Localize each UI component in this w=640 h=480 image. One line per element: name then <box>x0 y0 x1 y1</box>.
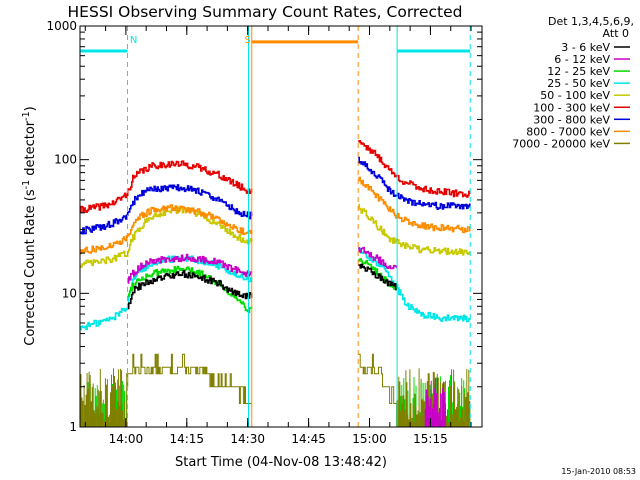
x-tick-label-14-15: 14:15 <box>169 432 204 446</box>
y-label-part-main: Corrected Count Rate (s <box>23 189 38 346</box>
y-tick-label-100: 100 <box>54 153 77 167</box>
series-line-300-800-kev <box>80 156 471 235</box>
y-tick-label-1: 1 <box>69 420 77 434</box>
legend-title: Det 1,3,4,5,6,9, <box>548 15 634 28</box>
series-line-100-300-kev <box>80 140 471 213</box>
x-tick-label-14-45: 14:45 <box>291 432 326 446</box>
y-tick-label-1000: 1000 <box>46 19 77 33</box>
legend-label-6-12-kev: 6 - 12 keV <box>554 53 610 66</box>
series-line-7000-20000-kev <box>126 353 397 404</box>
x-tick-label-15-15: 15:15 <box>413 432 448 446</box>
legend-label-100-300-kev: 100 - 300 keV <box>533 101 610 114</box>
series-line-800-7000-kev <box>80 176 471 255</box>
y-label-part-close: ) <box>23 106 38 111</box>
y-label-superscript-seconds: -1 <box>21 180 32 189</box>
legend-label-3-6-kev: 3 - 6 keV <box>561 41 610 54</box>
chart-title: HESSI Observing Summary Count Rates, Cor… <box>68 3 463 21</box>
y-tick-label-10: 10 <box>62 286 77 300</box>
x-axis-label: Start Time (04-Nov-08 13:48:42) <box>175 455 387 470</box>
legend-label-50-100-kev: 50 - 100 keV <box>540 89 610 102</box>
night-flag-label: N <box>130 35 137 46</box>
x-tick-label-15-00: 15:00 <box>352 432 387 446</box>
background-noise-6-12-kev-0 <box>424 377 446 427</box>
legend-label-7000-20000-kev: 7000 - 20000 keV <box>512 137 610 150</box>
saa-flag-label: S <box>245 35 251 46</box>
series-line-3-6-kev <box>127 263 398 310</box>
footer-timestamp: 15-Jan-2010 08:53 <box>561 467 636 476</box>
y-label-superscript-detector: -1 <box>21 111 32 120</box>
series-line-6-12-kev <box>127 246 398 284</box>
legend-label-300-800-kev: 300 - 800 keV <box>533 113 610 126</box>
plot-frame <box>79 25 483 428</box>
legend-label-800-7000-kev: 800 - 7000 keV <box>526 125 610 138</box>
axes-layer: 1 10 100 1000 14:00 14:15 14:30 14:45 15:00 15:15 <box>46 19 482 446</box>
legend-label-25-50-kev: 25 - 50 keV <box>547 77 610 90</box>
x-tick-label-14-30: 14:30 <box>230 432 265 446</box>
y-label-part-detector: detector <box>23 120 38 180</box>
legend-attenuator: Att 0 <box>603 27 629 40</box>
x-tick-label-14-00: 14:00 <box>109 432 144 446</box>
y-axis-label: Corrected Count Rate (s-1 detector-1) <box>21 106 38 345</box>
legend-label-12-25-kev: 12 - 25 keV <box>547 65 610 78</box>
